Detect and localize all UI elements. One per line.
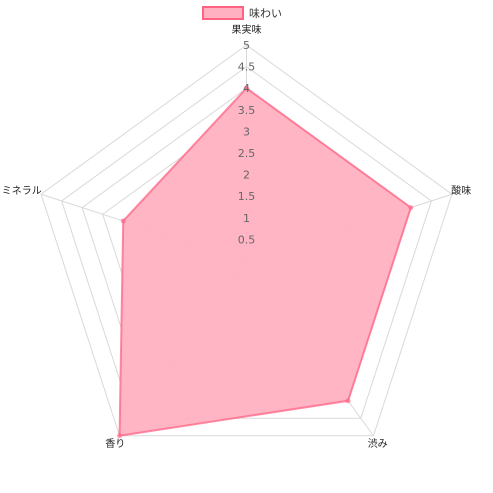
data-point[interactable] bbox=[345, 398, 351, 404]
legend-label[interactable]: 味わい bbox=[249, 7, 282, 20]
axis-label: 酸味 bbox=[451, 184, 471, 197]
axis-label: ミネラル bbox=[2, 185, 42, 197]
data-point[interactable] bbox=[120, 218, 126, 224]
series-layer bbox=[117, 85, 414, 439]
data-point[interactable] bbox=[244, 85, 249, 91]
tick-label: 4.5 bbox=[238, 61, 256, 74]
grid-ring bbox=[61, 65, 432, 419]
tick-label: 5 bbox=[243, 39, 250, 52]
tick-label: 1.5 bbox=[238, 190, 256, 203]
axis-label: 香り bbox=[105, 438, 125, 450]
tick-layer: 0.5 1 1.5 2 2.5 3 3.5 4 4.5 5 bbox=[238, 39, 256, 246]
axis-label: 果実味 bbox=[232, 23, 262, 36]
legend-swatch[interactable] bbox=[202, 6, 244, 20]
grid-ring bbox=[40, 44, 453, 437]
data-point[interactable] bbox=[408, 205, 414, 211]
axis-label: 渋み bbox=[368, 437, 388, 450]
tick-label: 4 bbox=[243, 82, 250, 95]
data-point[interactable] bbox=[117, 433, 123, 439]
tick-label: 3.5 bbox=[238, 104, 256, 117]
tick-label: 3 bbox=[243, 125, 250, 138]
tick-label: 2 bbox=[243, 169, 250, 182]
legend[interactable]: 味わい bbox=[202, 6, 282, 20]
tick-label: 0.5 bbox=[238, 233, 256, 246]
series-area bbox=[118, 86, 413, 437]
tick-label: 1 bbox=[243, 212, 250, 225]
tick-label: 2.5 bbox=[238, 147, 256, 160]
